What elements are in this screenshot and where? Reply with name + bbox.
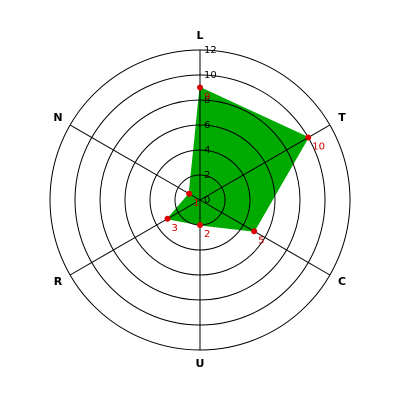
axis-label: C bbox=[338, 275, 346, 288]
spoke bbox=[69, 124, 201, 201]
value-label: 1 bbox=[193, 198, 199, 209]
spoke bbox=[199, 199, 331, 276]
data-area bbox=[166, 86, 309, 232]
axis-label: U bbox=[196, 357, 205, 370]
marker bbox=[197, 84, 203, 91]
r-tick-label: 4 bbox=[204, 145, 210, 156]
marker bbox=[251, 228, 258, 235]
value-label: 5 bbox=[258, 235, 264, 246]
marker bbox=[186, 190, 193, 197]
r-tick-label: 10 bbox=[204, 70, 217, 81]
marker bbox=[197, 222, 203, 228]
r-tick-label: 6 bbox=[204, 120, 210, 131]
axis-label: R bbox=[54, 275, 63, 288]
r-tick-label: 2 bbox=[204, 170, 210, 181]
r-tick-label: 0 bbox=[204, 195, 210, 206]
value-label: 10 bbox=[312, 142, 325, 153]
spoke bbox=[69, 199, 201, 276]
value-label: 3 bbox=[172, 223, 178, 234]
r-tick-label: 8 bbox=[204, 95, 210, 106]
marker bbox=[164, 215, 171, 222]
axis-label: T bbox=[338, 111, 346, 124]
axis-label: N bbox=[53, 111, 62, 124]
axis-label: L bbox=[196, 29, 203, 42]
value-label: 2 bbox=[204, 229, 210, 240]
r-tick-label: 12 bbox=[204, 45, 217, 56]
marker bbox=[305, 134, 312, 141]
value-label: 9 bbox=[204, 92, 210, 103]
